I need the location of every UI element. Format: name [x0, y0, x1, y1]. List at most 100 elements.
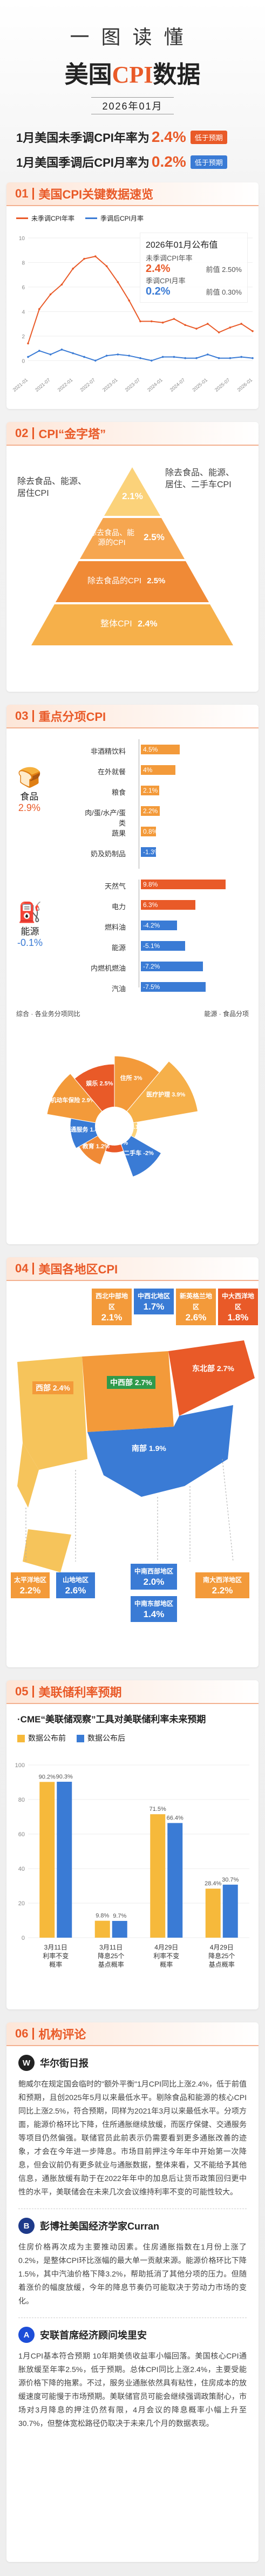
energy-icon: ⛽: [18, 901, 42, 923]
section-title: 机构评论: [38, 2028, 86, 2041]
data-point: [27, 342, 29, 345]
category-label: 降息25个: [98, 1952, 124, 1960]
y-tick-label: 6: [22, 285, 25, 291]
data-point: [195, 328, 198, 330]
data-point: [83, 356, 85, 358]
pyramid-tier-2-label: 除去食品、能 源的CPI: [89, 528, 134, 547]
rose-label: 娱乐 2.5%: [86, 1079, 113, 1087]
label-ex-food-energy-shelter: 除去食品、能源、 居住CPI: [17, 477, 87, 498]
pyramid-tier-1-value: 2.1%: [122, 491, 143, 501]
section-number: 06: [15, 2027, 29, 2040]
report-date: 2026年01月: [16, 97, 249, 114]
y-tick-label: 80: [18, 1797, 25, 1803]
x-tick-label: 2025-01: [191, 377, 208, 393]
x-tick-label: 2022-01: [57, 377, 74, 393]
item-bar: 6.3%: [141, 900, 195, 910]
comment-source-wsj: W 华尔街日报: [18, 2055, 247, 2071]
item-name: 天然气: [104, 882, 126, 890]
bar-after-label: 90.3%: [56, 1774, 73, 1780]
bar-after-label: 30.7%: [222, 1877, 239, 1883]
category-label: 基点概率: [209, 1960, 235, 1968]
rose-slice: [46, 1073, 115, 1127]
headline-mom-tag: 低于预期: [190, 155, 227, 169]
rates-legend: 数据公布前 数据公布后: [6, 1725, 259, 1743]
rose-slice: [114, 1055, 160, 1127]
section-header: 05 美联储利率预期: [6, 1680, 259, 1704]
section-header: 03 重点分项CPI: [6, 705, 259, 728]
data-point: [151, 320, 153, 323]
rose-label: 交通服务 1.4%: [64, 1126, 103, 1133]
rose-label: 二手车 -2%: [124, 1149, 154, 1157]
data-point: [128, 355, 130, 357]
data-point: [94, 255, 97, 257]
region-label-midwest: 中西部 2.7%: [107, 1376, 155, 1389]
section-title: 重点分项CPI: [38, 710, 106, 724]
headline-mom: 1月美国季调后CPI月率为 0.2% 低于预期: [16, 153, 249, 171]
region-chip-satl: 南大西洋地区 2.2%: [195, 1572, 249, 1598]
y-tick-label: 0: [22, 358, 25, 364]
comment-source-bloomberg: B 彭博社美国经济学家Curran: [18, 2218, 247, 2234]
title-suffix: 数据: [153, 62, 201, 88]
region-chip-pacific: 太平洋地区 2.2%: [11, 1572, 50, 1598]
category-label: 3月11日: [99, 1944, 123, 1951]
section-header: 02 CPI“金字塔”: [6, 422, 259, 446]
region-chip-wsc: 中南西部地区 2.0%: [131, 1564, 177, 1590]
region-chip-enc: 中西北地区 1.7%: [134, 1289, 174, 1314]
headline-mom-value: 0.2%: [151, 153, 186, 170]
data-point: [229, 357, 232, 359]
rose-label: 住所 3%: [120, 1074, 142, 1081]
info-yoy-label: 未季调CPI年率: [146, 254, 193, 262]
items-bar-chart: 🍞 食品 2.9% ⛽ 能源 -0.1% 非酒精饮料 4.5% 在外就餐 4% 粮食 2.…: [6, 728, 259, 1009]
region-coast: [17, 1443, 39, 1508]
pyramid-tier-2: [80, 518, 185, 559]
item-bar: 9.8%: [141, 880, 226, 889]
item-bar: -4.2%: [141, 921, 178, 930]
data-point: [207, 323, 209, 325]
rose-label: 机动车保险 2.9%: [50, 1096, 95, 1104]
y-tick-label: 100: [15, 1762, 25, 1769]
item-name: 非酒精饮料: [90, 747, 126, 755]
food-category: 🍞 食品 2.9%: [17, 766, 42, 813]
x-tick-label: 2021-01: [12, 377, 29, 393]
data-point: [161, 322, 164, 324]
y-tick-label: 0: [22, 1935, 25, 1941]
data-point: [240, 356, 243, 358]
bar-prev-label: 71.5%: [150, 1806, 166, 1812]
data-point: [72, 268, 74, 270]
item-name: 电力: [111, 903, 126, 911]
region-label-west: 西部 2.4%: [32, 1381, 73, 1394]
section-key-items: 03 重点分项CPI 🍞 食品 2.9% ⛽ 能源 -0.1% 非酒精饮料 4.5…: [6, 705, 259, 1244]
headline-yoy-tag: 低于预期: [190, 130, 227, 144]
x-tick-label: 2022-07: [79, 377, 96, 393]
rose-slice: [113, 1061, 199, 1127]
section-regions: 04 美国各地区CPI 西北中部地区 2.1% 中西北地区 1.7% 新英格兰地区 2…: [6, 1257, 259, 1667]
rose-legend: 综合 · 各业务分项同比 能源 · 食品分项: [16, 1010, 249, 1018]
region-alaska: [23, 1529, 71, 1572]
section-comments: 06 机构评论 W 华尔街日报 鲍威尔在规定国会临时的"额外平衡"1月CPI同比…: [6, 2022, 259, 2562]
section-title: 美国各地区CPI: [38, 1263, 118, 1276]
item-bar: 0.8%: [141, 827, 158, 836]
section-number: 05: [15, 1685, 29, 1698]
item-name: 汽油: [111, 985, 126, 993]
rates-subtitle: ·CME“美联储观察”工具对美联储利率未来预期: [17, 1714, 206, 1725]
region-label-south: 南部 1.9%: [128, 1442, 169, 1455]
category-label: 4月29日: [154, 1944, 178, 1951]
region-midwest: [82, 1351, 174, 1432]
info-yoy-prev: 前值 2.50%: [206, 265, 242, 274]
pyramid-tier-1: [104, 467, 160, 516]
info-title: 2026年01月公布值: [146, 241, 218, 250]
section-number: 01: [15, 187, 29, 200]
latest-value-box: 2026年01月公布值 未季调CPI年率 2.4% 前值 2.50% 季调CPI月…: [140, 233, 248, 303]
info-yoy-value: 2.4%: [146, 263, 171, 275]
headline-yoy-text: 1月美国未季调CPI年率为: [16, 131, 150, 145]
bar-after-label: 9.7%: [113, 1913, 126, 1919]
bar-prev-label: 28.4%: [205, 1880, 221, 1887]
x-tick-label: 2024-01: [146, 377, 164, 393]
bar-prev: [150, 1814, 166, 1938]
category-label: 概率: [160, 1960, 173, 1968]
item-name: 燃料油: [104, 923, 126, 931]
item-name: 内燃机燃油: [90, 964, 126, 972]
pyramid-tier-3-label: 除去食品的CPI 2.5%: [87, 576, 166, 585]
category-label: 4月29日: [210, 1944, 234, 1951]
region-chip-ne: 新英格兰地区 2.6%: [176, 1289, 216, 1325]
